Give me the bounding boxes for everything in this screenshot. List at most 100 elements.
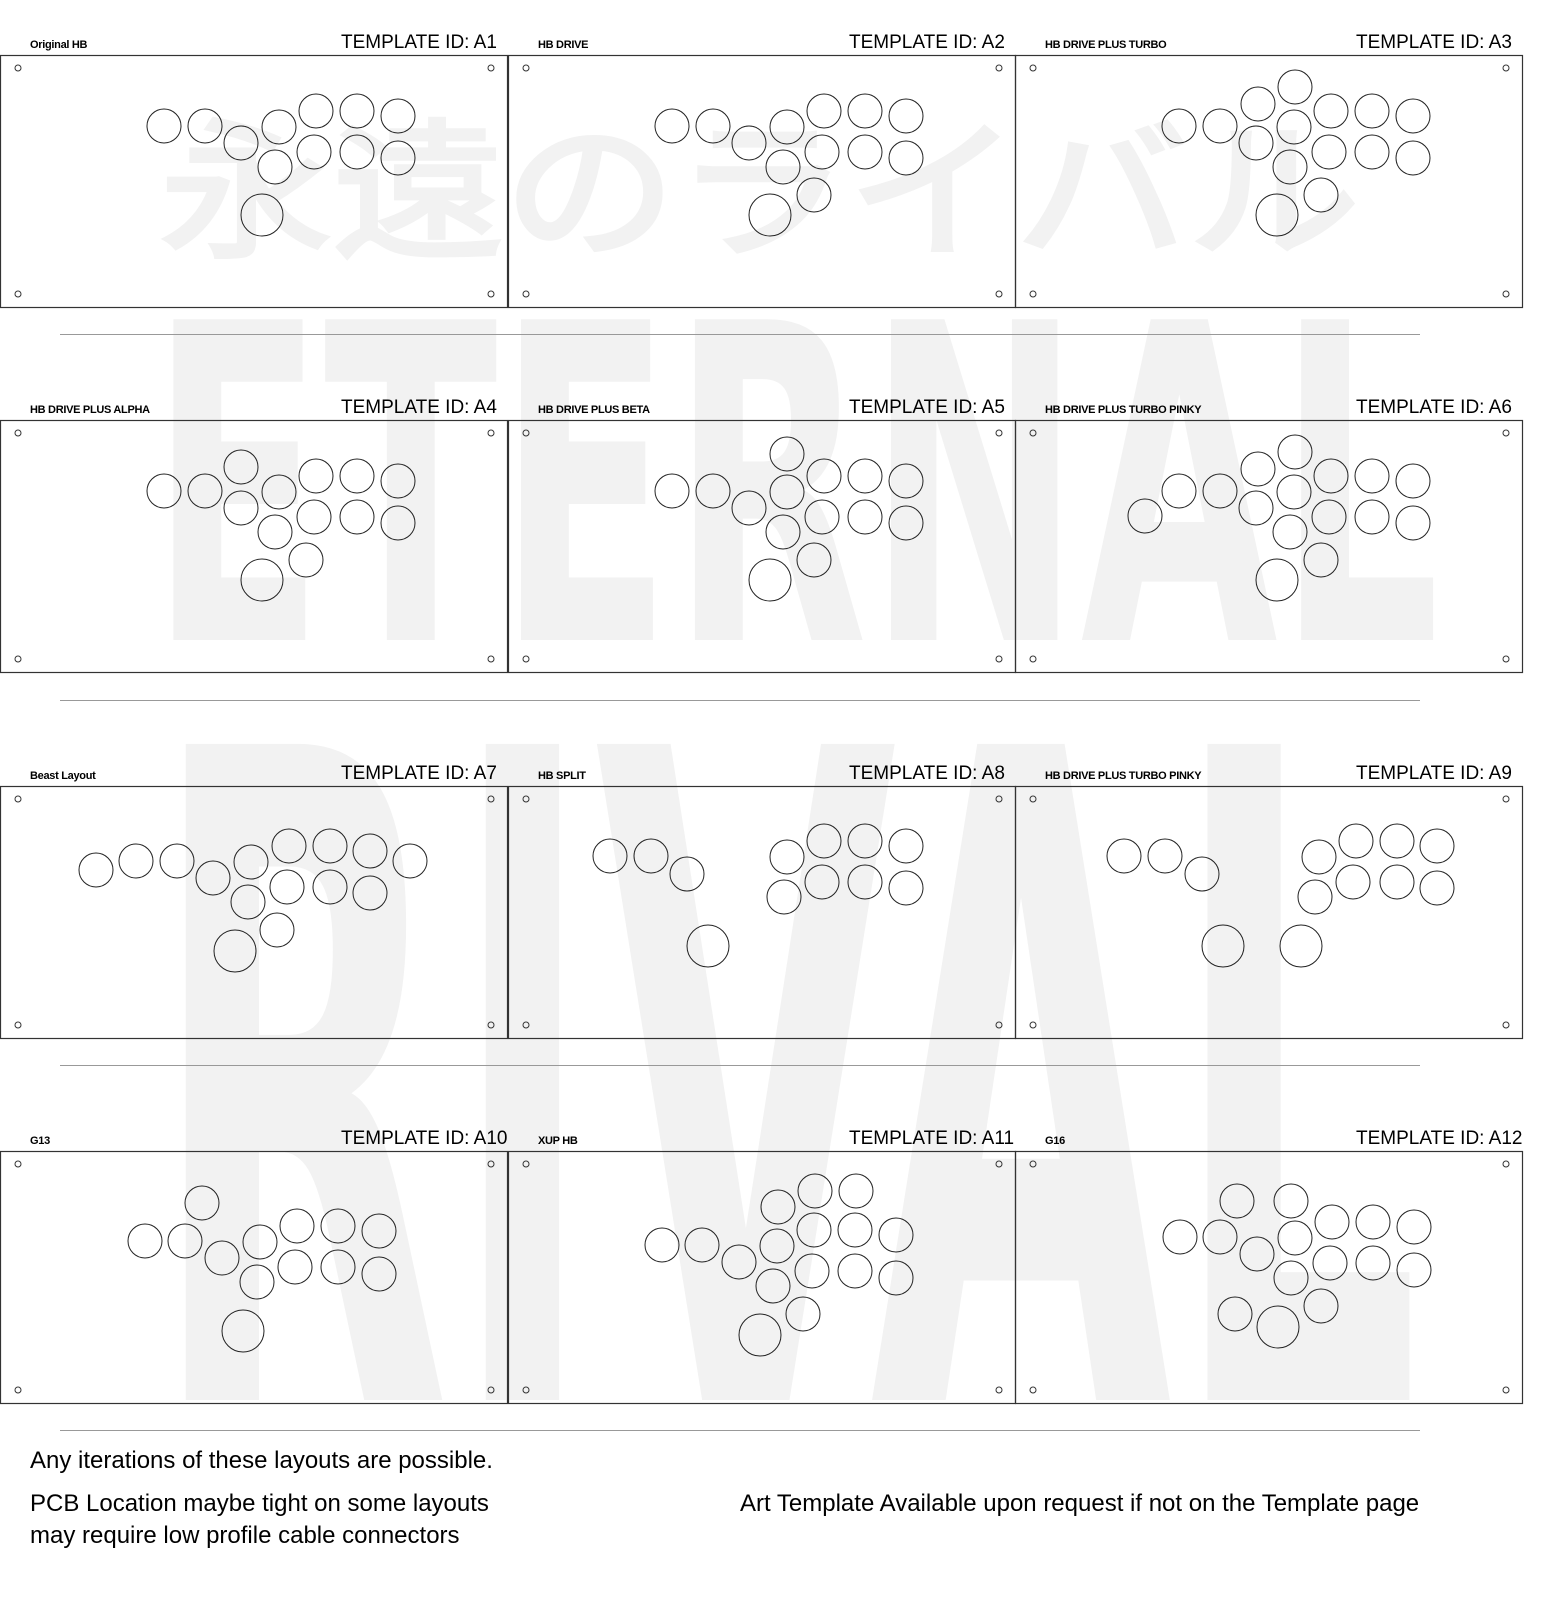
button-hole [1395,463,1431,499]
screw-hole [487,1160,495,1168]
button-hole [1354,499,1390,535]
screw-hole [487,1021,495,1029]
screw-hole [522,1021,530,1029]
button-hole [684,1227,720,1263]
template-id: TEMPLATE ID: A8 [849,763,1005,784]
screw-hole [1502,429,1510,437]
button-hole [352,875,388,911]
template-name: HB DRIVE [538,39,588,51]
template-id: TEMPLATE ID: A3 [1356,32,1512,53]
button-hole [1303,177,1339,213]
screw-hole [14,1386,22,1394]
button-hole [146,473,182,509]
button-hole [1276,474,1312,510]
template-id: TEMPLATE ID: A2 [849,32,1005,53]
button-hole [1354,134,1390,170]
button-hole [1395,98,1431,134]
button-hole [804,134,840,170]
button-hole [240,193,284,237]
button-hole [806,823,842,859]
button-hole [1106,838,1142,874]
template-name: XUP HB [538,1135,578,1147]
button-hole [146,108,182,144]
template-id: TEMPLATE ID: A7 [341,763,497,784]
button-hole [748,193,792,237]
screw-hole [1029,1160,1037,1168]
screw-hole [1029,795,1037,803]
button-hole [804,499,840,535]
template-name: HB DRIVE PLUS TURBO PINKY [1045,404,1202,416]
button-hole [223,490,259,526]
button-hole [1303,1288,1339,1324]
button-hole [1396,1252,1432,1288]
screw-hole [487,429,495,437]
button-hole [1255,193,1299,237]
panel [0,54,509,309]
button-hole [261,474,297,510]
button-hole [221,1309,265,1353]
button-hole [804,864,840,900]
screw-hole [1502,1160,1510,1168]
button-hole [78,852,114,888]
button-hole [695,108,731,144]
button-hole [847,458,883,494]
button-hole [320,1208,356,1244]
button-hole [257,514,293,550]
button-hole [847,134,883,170]
button-hole [1277,1220,1313,1256]
button-hole [296,499,332,535]
template-name: HB DRIVE PLUS ALPHA [30,404,150,416]
screw-hole [14,1160,22,1168]
button-hole [1161,108,1197,144]
separators [60,334,1420,1431]
button-hole [1272,514,1308,550]
button-hole [195,860,231,896]
button-hole [380,98,416,134]
button-hole [1396,1209,1432,1245]
button-hole [888,140,924,176]
button-hole [223,449,259,485]
button-hole [769,839,805,875]
button-hole [1255,558,1299,602]
button-hole [1301,839,1337,875]
template-name: G13 [30,1135,50,1147]
screw-hole [522,1386,530,1394]
button-hole [279,1208,315,1244]
button-hole [339,93,375,129]
screw-hole [522,795,530,803]
screw-hole [1502,290,1510,298]
button-hole [127,1223,163,1259]
button-hole [731,125,767,161]
screw-hole [1502,1021,1510,1029]
screw-hole [995,290,1003,298]
button-hole [261,109,297,145]
screw-hole [1029,290,1037,298]
button-hole [184,1185,220,1221]
button-hole [765,514,801,550]
button-hole [1256,1305,1300,1349]
button-hole [759,1228,795,1264]
button-hole [1354,458,1390,494]
screw-hole [487,290,495,298]
screw-hole [522,290,530,298]
watermark-japanese: 永遠のライバル [160,107,1360,281]
button-hole [847,499,883,535]
screw-hole [995,1021,1003,1029]
button-hole [1219,1183,1255,1219]
button-hole [847,823,883,859]
button-hole [1161,473,1197,509]
button-hole [878,1217,914,1253]
button-hole [633,838,669,874]
button-hole [1419,828,1455,864]
button-hole [888,870,924,906]
button-hole [1202,473,1238,509]
button-hole [361,1256,397,1292]
screw-hole [1502,795,1510,803]
button-hole [888,505,924,541]
button-hole [187,473,223,509]
button-hole [1303,542,1339,578]
button-hole [1277,434,1313,470]
screw-hole [995,64,1003,72]
button-hole [296,134,332,170]
button-hole [1335,864,1371,900]
